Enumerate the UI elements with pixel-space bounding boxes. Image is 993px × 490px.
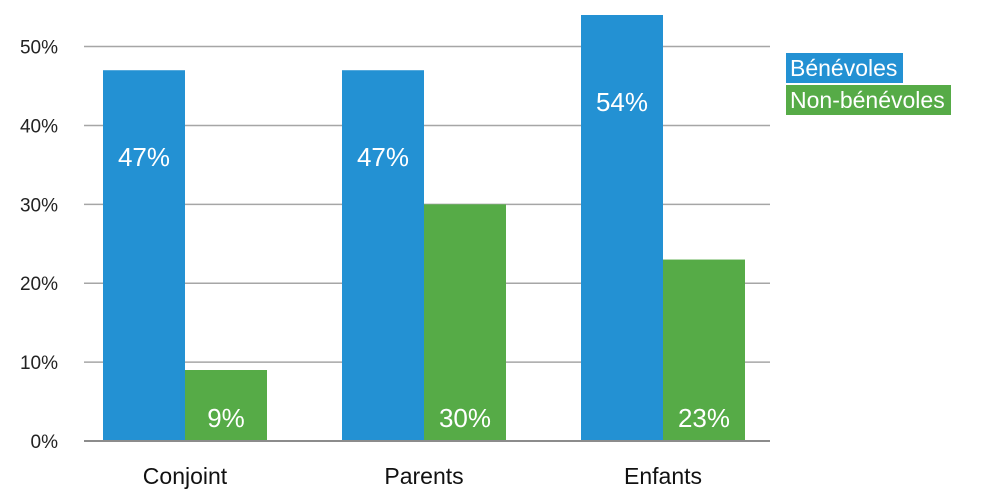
bar-non-benevoles <box>424 204 506 441</box>
y-tick-label: 50% <box>20 38 58 59</box>
bar-benevoles <box>581 15 663 441</box>
bar-non-benevoles <box>185 370 267 441</box>
legend: Bénévoles Non-bénévoles <box>786 53 951 117</box>
bar-non-benevoles <box>663 259 745 441</box>
y-tick-label: 10% <box>20 353 58 374</box>
x-category-label: Enfants <box>624 463 702 489</box>
data-label: 30% <box>439 403 491 433</box>
data-label: 23% <box>678 403 730 433</box>
bar-benevoles <box>342 70 424 441</box>
bar-benevoles <box>103 70 185 441</box>
x-category-label: Parents <box>384 463 463 489</box>
y-tick-label: 0% <box>31 432 59 453</box>
x-category-label: Conjoint <box>143 463 228 489</box>
y-tick-label: 30% <box>20 195 58 216</box>
data-label: 9% <box>207 403 245 433</box>
data-label: 54% <box>596 87 648 117</box>
y-tick-label: 20% <box>20 274 58 295</box>
data-label: 47% <box>357 142 409 172</box>
legend-item-benevoles: Bénévoles <box>786 53 904 83</box>
y-tick-label: 40% <box>20 116 58 137</box>
data-label: 47% <box>118 142 170 172</box>
legend-item-non-benevoles: Non-bénévoles <box>786 85 951 115</box>
